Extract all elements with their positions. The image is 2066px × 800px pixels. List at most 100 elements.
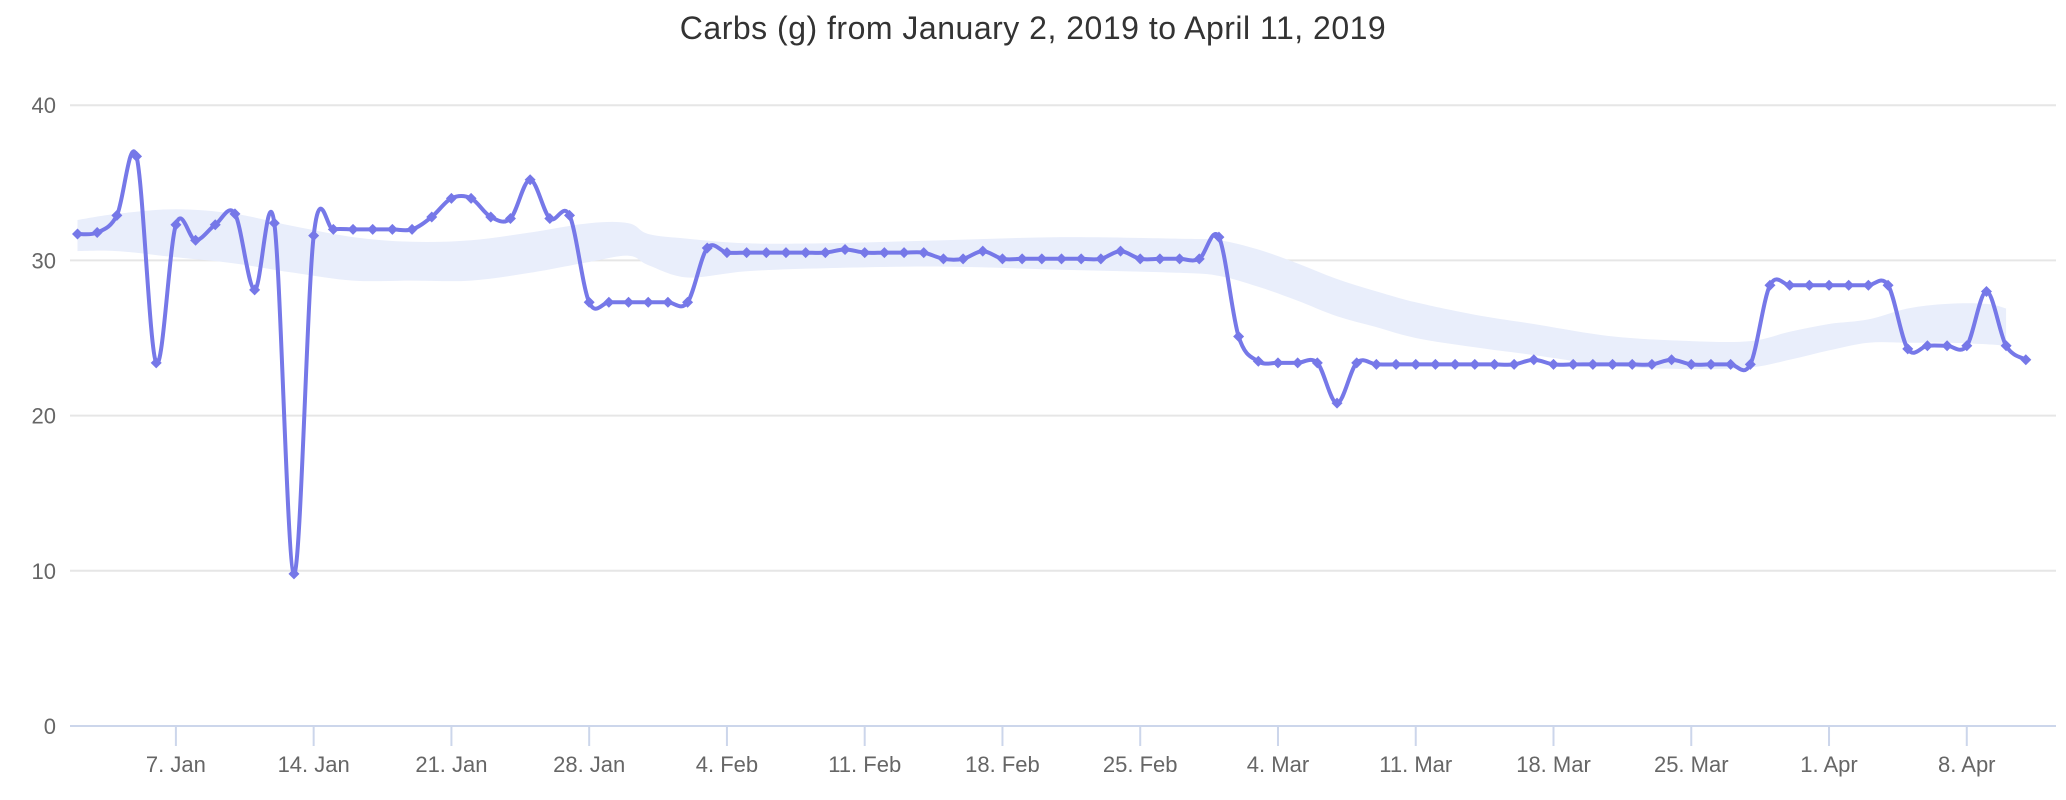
data-point [1488, 358, 1500, 370]
y-tick-label: 10 [32, 559, 56, 584]
data-point [524, 174, 536, 186]
data-point [1803, 279, 1815, 291]
x-tick-label: 28. Jan [553, 752, 625, 777]
x-tick-label: 1. Apr [1800, 752, 1857, 777]
data-point [918, 247, 930, 259]
data-point [131, 150, 143, 162]
y-tick-label: 0 [44, 714, 56, 739]
data-point [1626, 358, 1638, 370]
data-point [288, 568, 300, 580]
data-point [1351, 357, 1363, 369]
data-point [1056, 253, 1067, 265]
data-point [91, 226, 103, 238]
x-tick-label: 11. Feb [828, 752, 901, 777]
x-tick-label: 25. Feb [1103, 752, 1178, 777]
data-point [1921, 340, 1933, 352]
data-point [504, 212, 516, 224]
data-point [937, 253, 949, 265]
data-point [1548, 358, 1559, 370]
data-point [2020, 354, 2032, 366]
data-point [1666, 354, 1678, 366]
data-point [1449, 358, 1461, 370]
moving-range-band [77, 209, 2007, 370]
x-axis-labels: 7. Jan 14. Jan 21. Jan 28. Jan 4. Feb 11. Feb… [146, 752, 1996, 777]
y-tick-label: 40 [32, 93, 56, 118]
y-tick-label: 30 [32, 248, 56, 273]
data-point [111, 209, 123, 221]
data-point [662, 296, 674, 308]
data-point [1429, 358, 1441, 370]
x-axis [70, 725, 2056, 746]
data-point [1744, 358, 1756, 370]
data-point [839, 244, 851, 256]
data-point [229, 208, 241, 220]
chart-title: Carbs (g) from January 2, 2019 to April … [679, 10, 1387, 46]
data-point [209, 219, 221, 231]
gridlines [70, 104, 2056, 727]
data-point [898, 247, 910, 259]
data-point [1390, 358, 1402, 370]
data-point [1685, 358, 1697, 370]
data-point [150, 357, 162, 369]
x-tick-label: 8. Apr [1938, 752, 1995, 777]
x-tick-label: 14. Jan [278, 752, 350, 777]
data-point [386, 223, 398, 235]
data-point [72, 228, 83, 240]
data-point [465, 192, 477, 204]
x-tick-label: 4. Feb [696, 752, 758, 777]
data-point [485, 211, 497, 223]
data-point [347, 223, 359, 235]
data-point [1154, 253, 1166, 265]
data-point [426, 211, 438, 223]
data-point [1410, 358, 1422, 370]
data-point [308, 230, 320, 242]
data-point [1764, 279, 1776, 291]
data-point [1646, 358, 1658, 370]
data-point [623, 296, 635, 308]
y-tick-label: 20 [32, 404, 56, 429]
data-point [1587, 358, 1599, 370]
data-point [1174, 253, 1186, 265]
data-point [1292, 357, 1304, 369]
x-tick-label: 25. Mar [1654, 752, 1729, 777]
data-point [268, 217, 280, 229]
data-point [583, 296, 595, 308]
data-point [819, 247, 831, 259]
data-point [367, 223, 379, 235]
data-point [859, 247, 871, 259]
data-point [682, 296, 694, 308]
data-point [878, 247, 890, 259]
data-point [760, 247, 772, 259]
data-point [1567, 358, 1579, 370]
data-point [1705, 358, 1717, 370]
data-point [1252, 355, 1264, 367]
data-point [603, 296, 615, 308]
data-point-markers [72, 150, 2032, 580]
data-point [1941, 340, 1953, 352]
data-point [1370, 358, 1382, 370]
data-point [977, 245, 989, 257]
x-tick-label: 18. Feb [965, 752, 1040, 777]
data-point [1508, 358, 1520, 370]
data-point [249, 284, 261, 296]
x-tick-label: 11. Mar [1379, 752, 1452, 777]
x-tick-label: 7. Jan [146, 752, 206, 777]
data-point [721, 247, 733, 259]
data-point [701, 242, 713, 254]
data-point [1095, 253, 1107, 265]
data-point [564, 209, 575, 221]
data-point [1823, 279, 1835, 291]
data-point [1233, 330, 1245, 342]
data-point [1331, 397, 1343, 409]
data-point [406, 223, 418, 235]
data-point [1193, 253, 1205, 265]
data-point [1862, 279, 1874, 291]
data-point [1725, 358, 1737, 370]
data-point [1528, 354, 1540, 366]
data-point [1272, 357, 1284, 369]
data-point [1980, 285, 1992, 297]
data-point [800, 247, 812, 259]
data-point [1036, 253, 1048, 265]
